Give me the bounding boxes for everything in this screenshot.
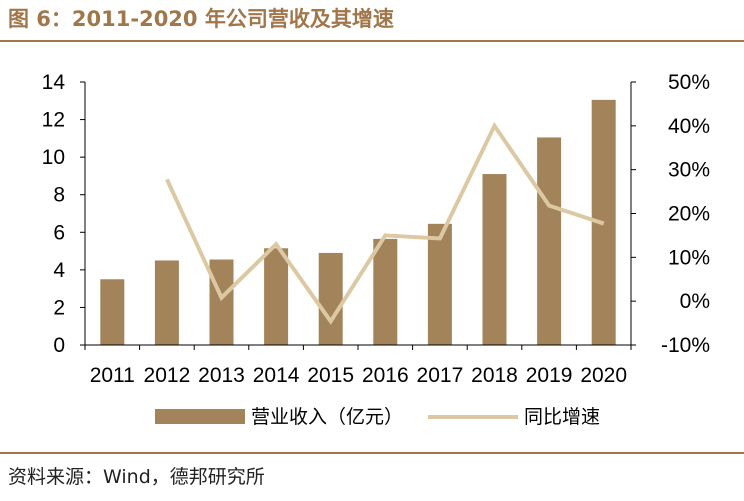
left-axis-ticks: 0 2 4 6 8 10 12 14 xyxy=(42,71,85,357)
legend-bar-swatch xyxy=(155,409,245,424)
right-tick-label: 40% xyxy=(668,115,710,138)
title-rule xyxy=(0,40,744,42)
right-tick-label: -10% xyxy=(661,334,710,357)
bottom-rule xyxy=(0,452,744,454)
x-tick-label: 2013 xyxy=(198,364,245,387)
x-tick-label: 2019 xyxy=(526,364,573,387)
bar-2017 xyxy=(427,223,452,345)
left-tick-label: 12 xyxy=(42,109,65,132)
legend: 营业收入（亿元） 同比增速 xyxy=(155,406,600,428)
right-tick-label: 0% xyxy=(680,290,710,313)
x-tick-label: 2012 xyxy=(144,364,191,387)
left-tick-label: 6 xyxy=(53,221,65,244)
right-tick-label: 10% xyxy=(668,246,710,269)
bar-2013 xyxy=(209,259,234,345)
left-tick-label: 2 xyxy=(53,296,65,319)
right-tick-label: 20% xyxy=(668,203,710,226)
source-note: 资料来源：Wind，德邦研究所 xyxy=(8,466,265,488)
x-tick-label: 2017 xyxy=(417,364,464,387)
left-tick-label: 14 xyxy=(42,71,66,94)
bar-2019 xyxy=(537,137,562,345)
bar-2012 xyxy=(154,260,179,345)
x-axis-ticks: 2011 2012 2013 2014 2015 2016 2017 2018 2019 2020 xyxy=(84,345,632,387)
left-tick-label: 8 xyxy=(53,184,65,207)
legend-bar-label: 营业收入（亿元） xyxy=(251,406,403,428)
x-tick-label: 2011 xyxy=(90,364,135,387)
bar-2011 xyxy=(100,279,125,345)
right-tick-label: 30% xyxy=(668,159,710,182)
x-tick-label: 2020 xyxy=(580,364,627,387)
legend-line-label: 同比增速 xyxy=(524,406,600,428)
left-tick-label: 4 xyxy=(53,259,65,282)
left-tick-label: 10 xyxy=(42,146,65,169)
x-tick-label: 2016 xyxy=(362,364,409,387)
bar-2015 xyxy=(318,252,343,345)
right-axis-ticks: -10% 0% 10% 20% 30% 40% 50% xyxy=(631,71,710,357)
bar-series xyxy=(100,99,616,345)
bar-2016 xyxy=(373,238,398,345)
figure-title: 图 6：2011-2020 年公司营收及其增速 xyxy=(8,7,394,31)
right-tick-label: 50% xyxy=(668,71,710,94)
x-tick-label: 2015 xyxy=(307,364,354,387)
bar-2018 xyxy=(482,174,507,345)
growth-line xyxy=(165,121,605,325)
bar-2014 xyxy=(264,248,289,345)
x-tick-label: 2018 xyxy=(471,364,518,387)
x-tick-label: 2014 xyxy=(253,364,300,387)
line-series xyxy=(165,121,605,325)
left-tick-label: 0 xyxy=(53,334,65,357)
